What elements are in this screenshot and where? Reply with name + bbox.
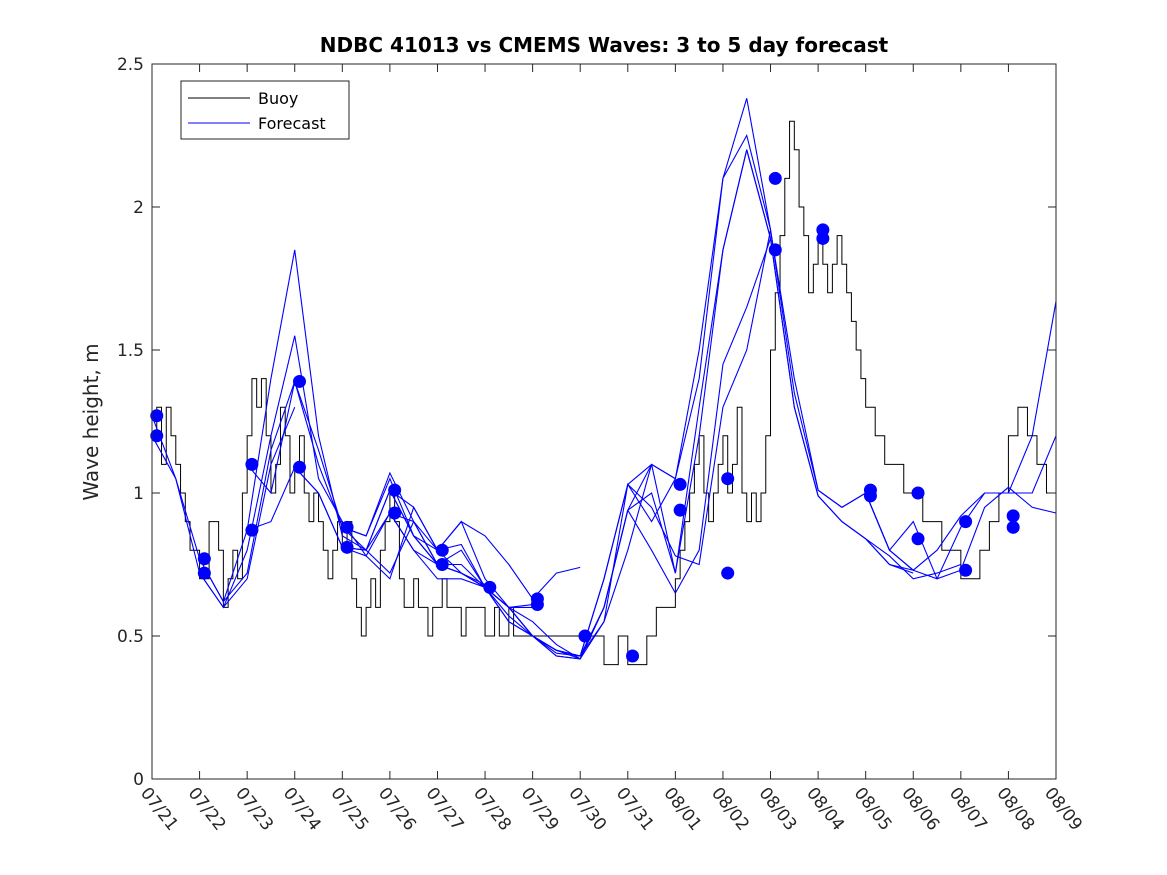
legend-buoy-label: Buoy: [258, 89, 298, 108]
y-tick-label: 0: [133, 770, 144, 790]
legend-forecast-label: Forecast: [258, 114, 326, 133]
forecast-marker: [911, 532, 925, 546]
forecast-marker: [626, 649, 640, 663]
y-tick-label: 1.5: [117, 341, 144, 361]
legend-box: [180, 80, 350, 140]
forecast-marker: [1006, 509, 1020, 523]
forecast-series-line: [532, 98, 772, 657]
forecast-series-line: [865, 538, 962, 580]
forecast-marker: [911, 486, 925, 500]
forecast-marker: [816, 231, 830, 245]
forecast-series-line: [437, 478, 676, 657]
forecast-marker: [388, 483, 402, 497]
forecast-series-line: [246, 466, 486, 588]
forecast-marker: [768, 171, 782, 185]
forecast-marker: [673, 477, 687, 491]
forecast-series-line: [342, 511, 581, 660]
forecast-marker: [959, 515, 973, 529]
forecast-marker: [340, 520, 354, 534]
forecast-marker: [578, 629, 592, 643]
y-axis-label: Wave height, m: [79, 343, 103, 500]
y-tick-label: 2: [133, 198, 144, 218]
y-ticks: 0 0.5 1 1.5 2 2.5: [117, 55, 1056, 790]
forecast-marker: [245, 523, 259, 537]
forecast-marker: [1006, 520, 1020, 534]
forecast-series-line: [484, 249, 724, 660]
axes-box: [151, 63, 1057, 780]
chart-title: NDBC 41013 vs CMEMS Waves: 3 to 5 day fo…: [320, 33, 889, 57]
forecast-marker: [150, 429, 164, 443]
legend: Buoy Forecast: [180, 80, 350, 140]
forecast-marker: [388, 506, 402, 520]
y-tick-label: 2.5: [117, 55, 144, 75]
forecast-marker: [673, 503, 687, 517]
forecast-marker: [435, 558, 449, 571]
forecast-marker: [721, 566, 735, 580]
y-tick-label: 0.5: [117, 627, 144, 647]
forecast-series-line: [437, 520, 581, 600]
forecast-series-line: [817, 301, 1057, 571]
forecast-marker: [150, 409, 164, 423]
forecast-marker: [197, 566, 211, 580]
forecast-marker: [435, 543, 449, 557]
forecast-marker: [292, 374, 306, 388]
y-tick-label: 1: [133, 484, 144, 504]
forecast-marker: [245, 457, 259, 471]
forecast-marker: [768, 243, 782, 257]
forecast-series-line: [199, 335, 438, 609]
forecast-marker: [292, 460, 306, 474]
forecast-marker: [863, 489, 877, 503]
forecast-marker: [959, 563, 973, 577]
forecast-marker: [721, 472, 735, 486]
forecast-marker: [340, 540, 354, 554]
forecast-marker: [530, 598, 544, 612]
buoy-series-line: [152, 120, 1056, 666]
plot-area: [150, 98, 1057, 666]
forecast-series-line: [627, 229, 819, 566]
forecast-marker: [197, 552, 211, 566]
forecast-marker: [483, 580, 497, 594]
